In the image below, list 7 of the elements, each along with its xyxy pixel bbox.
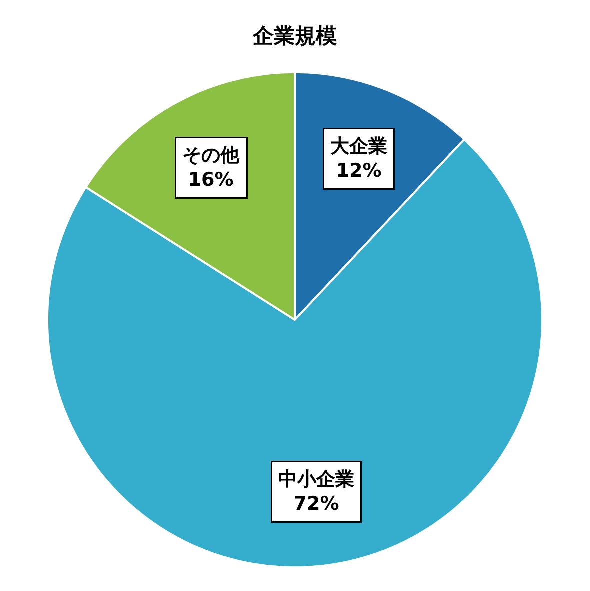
slice-label: その他 xyxy=(182,144,240,166)
data-label: 12% xyxy=(336,160,382,182)
slice-label: 中小企業 xyxy=(278,468,354,490)
data-label: 72% xyxy=(294,493,340,516)
chart-title: 企業規模 xyxy=(252,24,337,48)
slice-label: 大企業 xyxy=(330,136,388,158)
data-label: 16% xyxy=(188,169,234,192)
